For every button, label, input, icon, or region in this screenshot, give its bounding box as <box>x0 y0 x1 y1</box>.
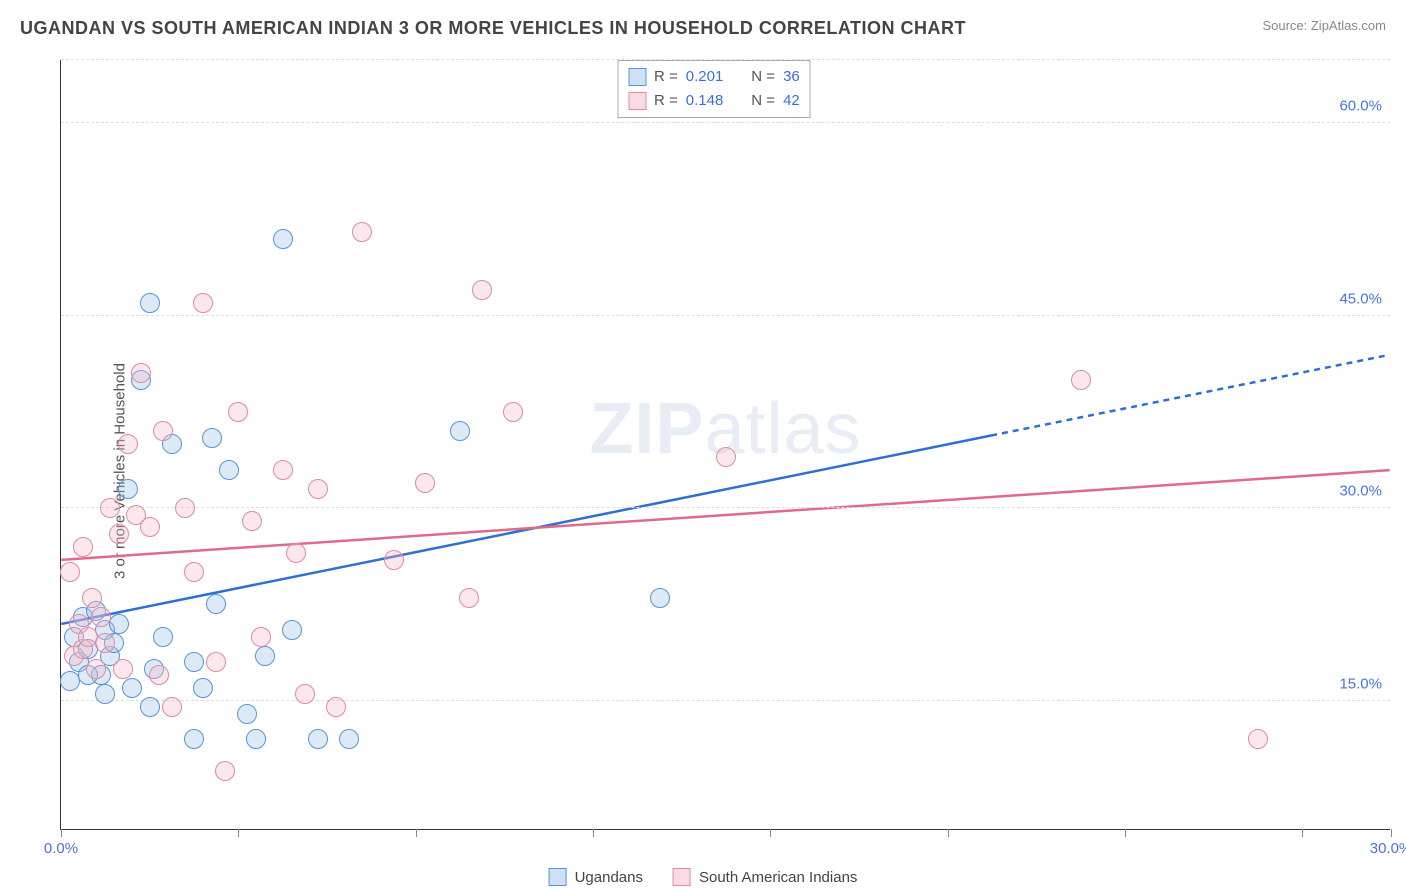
data-point <box>91 607 111 627</box>
x-tick <box>61 829 62 837</box>
legend-item: South American Indians <box>673 868 857 886</box>
data-point <box>60 562 80 582</box>
data-point <box>140 697 160 717</box>
data-point <box>352 222 372 242</box>
data-point <box>153 421 173 441</box>
stat-row: R = 0.201N = 36 <box>628 65 800 89</box>
x-tick <box>1391 829 1392 837</box>
series-legend: Ugandans South American Indians <box>549 868 858 886</box>
data-point <box>206 652 226 672</box>
data-point <box>215 761 235 781</box>
chart-title: UGANDAN VS SOUTH AMERICAN INDIAN 3 OR MO… <box>20 18 966 39</box>
gridline <box>61 700 1390 701</box>
swatch-icon <box>628 92 646 110</box>
data-point <box>339 729 359 749</box>
x-tick-label: 30.0% <box>1370 840 1406 857</box>
data-point <box>82 588 102 608</box>
plot-area: ZIPatlas R = 0.201N = 36R = 0.148N = 42 … <box>60 60 1390 830</box>
data-point <box>193 293 213 313</box>
data-point <box>282 620 302 640</box>
gridline <box>61 507 1390 508</box>
data-point <box>326 697 346 717</box>
data-point <box>184 562 204 582</box>
source-link[interactable]: ZipAtlas.com <box>1311 18 1386 33</box>
data-point <box>95 633 115 653</box>
data-point <box>100 498 120 518</box>
data-point <box>206 594 226 614</box>
x-tick <box>770 829 771 837</box>
gridline <box>61 122 1390 123</box>
data-point <box>450 421 470 441</box>
data-point <box>384 550 404 570</box>
data-point <box>459 588 479 608</box>
y-tick-label: 60.0% <box>1339 98 1382 115</box>
data-point <box>109 524 129 544</box>
data-point <box>153 627 173 647</box>
data-point <box>1248 729 1268 749</box>
data-point <box>175 498 195 518</box>
data-point <box>118 479 138 499</box>
data-point <box>246 729 266 749</box>
data-point <box>415 473 435 493</box>
x-tick-label: 0.0% <box>44 840 78 857</box>
swatch-icon <box>628 68 646 86</box>
data-point <box>193 678 213 698</box>
data-point <box>237 704 257 724</box>
data-point <box>255 646 275 666</box>
data-point <box>149 665 169 685</box>
data-point <box>118 434 138 454</box>
data-point <box>109 614 129 634</box>
data-point <box>162 697 182 717</box>
stats-legend: R = 0.201N = 36R = 0.148N = 42 <box>617 60 811 118</box>
swatch-icon <box>549 868 567 886</box>
data-point <box>202 428 222 448</box>
swatch-icon <box>673 868 691 886</box>
data-point <box>184 729 204 749</box>
data-point <box>472 280 492 300</box>
x-tick <box>948 829 949 837</box>
data-point <box>273 229 293 249</box>
data-point <box>113 659 133 679</box>
legend-label: Ugandans <box>575 869 643 886</box>
data-point <box>295 684 315 704</box>
data-point <box>122 678 142 698</box>
x-tick <box>593 829 594 837</box>
data-point <box>308 479 328 499</box>
data-point <box>86 659 106 679</box>
data-point <box>308 729 328 749</box>
data-point <box>286 543 306 563</box>
legend-label: South American Indians <box>699 869 857 886</box>
data-point <box>95 684 115 704</box>
data-point <box>1071 370 1091 390</box>
data-point <box>73 537 93 557</box>
data-point <box>219 460 239 480</box>
x-tick <box>416 829 417 837</box>
data-point <box>140 517 160 537</box>
source-label: Source: ZipAtlas.com <box>1262 18 1386 33</box>
data-point <box>184 652 204 672</box>
y-tick-label: 15.0% <box>1339 675 1382 692</box>
data-point <box>503 402 523 422</box>
legend-item: Ugandans <box>549 868 643 886</box>
chart-container: 3 or more Vehicles in Household ZIPatlas… <box>0 50 1406 892</box>
data-point <box>251 627 271 647</box>
stat-row: R = 0.148N = 42 <box>628 89 800 113</box>
x-tick <box>238 829 239 837</box>
y-tick-label: 45.0% <box>1339 290 1382 307</box>
data-point <box>650 588 670 608</box>
data-point <box>242 511 262 531</box>
data-point <box>140 293 160 313</box>
trend-lines <box>61 60 1390 829</box>
data-point <box>131 363 151 383</box>
data-point <box>716 447 736 467</box>
y-tick-label: 30.0% <box>1339 483 1382 500</box>
x-tick <box>1302 829 1303 837</box>
data-point <box>228 402 248 422</box>
gridline <box>61 315 1390 316</box>
data-point <box>273 460 293 480</box>
x-tick <box>1125 829 1126 837</box>
